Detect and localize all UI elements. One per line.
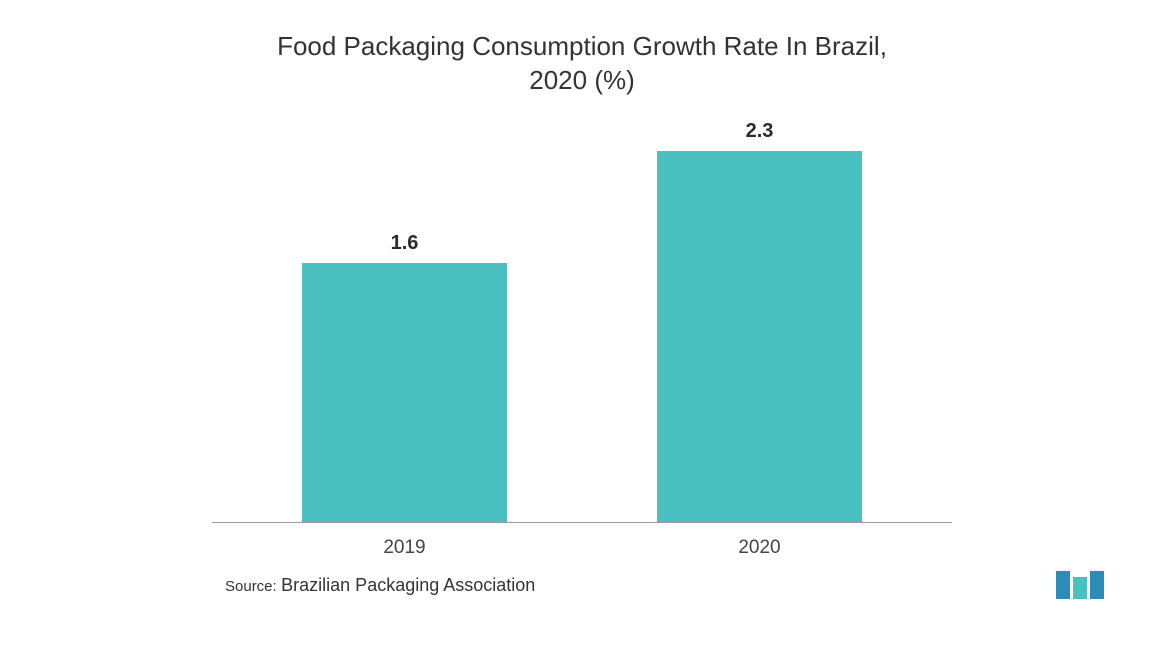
source-name: Brazilian Packaging Association xyxy=(281,575,535,595)
logo-bar-icon xyxy=(1073,577,1087,599)
source-attribution: Source: Brazilian Packaging Association xyxy=(225,575,535,596)
x-axis-labels: 2019 2020 xyxy=(222,523,942,563)
bar-2019 xyxy=(302,263,507,523)
x-label-2019: 2019 xyxy=(302,537,507,559)
logo-bar-icon xyxy=(1090,571,1104,599)
logo-bar-icon xyxy=(1056,571,1070,599)
chart-title-line1: Food Packaging Consumption Growth Rate I… xyxy=(0,30,1164,64)
bar-value-label-2020: 2.3 xyxy=(657,120,862,143)
chart-title-line2: 2020 (%) xyxy=(0,64,1164,98)
chart-title: Food Packaging Consumption Growth Rate I… xyxy=(0,30,1164,98)
chart-container: Food Packaging Consumption Growth Rate I… xyxy=(0,0,1164,649)
brand-logo xyxy=(1056,571,1104,599)
bar-value-label-2019: 1.6 xyxy=(302,232,507,255)
source-label: Source: xyxy=(225,578,277,595)
chart-footer: Source: Brazilian Packaging Association xyxy=(225,571,1104,599)
bar-2020 xyxy=(657,151,862,523)
plot-area: 1.6 2.3 xyxy=(222,123,942,523)
x-label-2020: 2020 xyxy=(657,537,862,559)
